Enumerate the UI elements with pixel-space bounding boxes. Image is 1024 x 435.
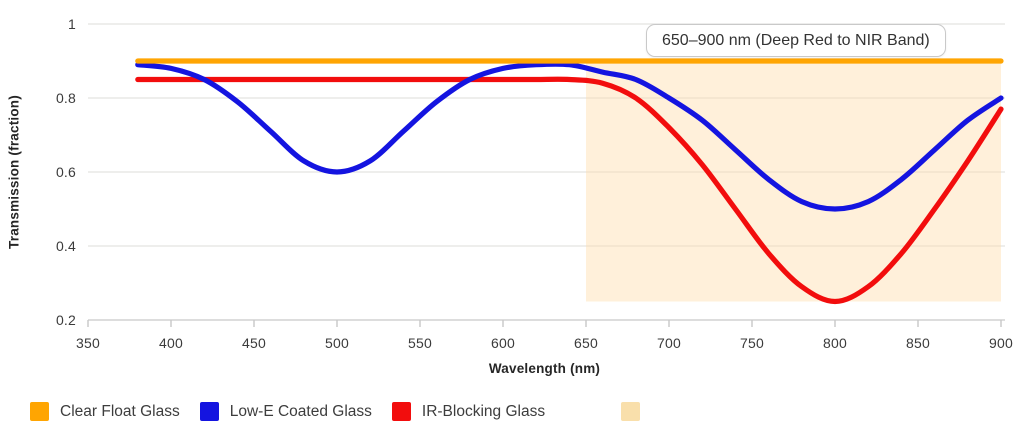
legend-label: IR-Blocking Glass <box>421 402 546 420</box>
x-tick-label: 800 <box>823 335 847 351</box>
x-tick-label: 650 <box>574 335 598 351</box>
x-tick-label: 700 <box>657 335 681 351</box>
band-region <box>586 61 1001 302</box>
x-axis-title: Wavelength (nm) <box>488 361 601 376</box>
legend-label: Clear Float Glass <box>60 402 180 420</box>
legend-item-low-e-coated-glass[interactable]: Low-E Coated Glass <box>199 402 372 421</box>
legend-item-band[interactable] <box>621 402 651 421</box>
x-tick-label: 550 <box>408 335 432 351</box>
series-line-low-e-coated-glass <box>135 61 1004 212</box>
x-tick-label: 850 <box>906 335 930 351</box>
legend: Clear Float Glass Low-E Coated Glass IR-Bl… <box>30 402 651 421</box>
x-tick-label: 750 <box>740 335 764 351</box>
legend-item-clear-float-glass[interactable]: Clear Float Glass <box>30 402 180 421</box>
y-tick-label: 0.2 <box>55 312 76 328</box>
legend-swatch <box>621 402 641 421</box>
x-tick-label: 600 <box>491 335 515 351</box>
legend-swatch <box>391 402 411 421</box>
legend-label: Low-E Coated Glass <box>229 402 372 420</box>
y-tick-label: 0.6 <box>55 164 76 180</box>
x-tick-label: 400 <box>159 335 183 351</box>
legend-item-ir-blocking-glass[interactable]: IR-Blocking Glass <box>391 402 546 421</box>
y-axis-title: Transmission (fraction) <box>6 95 22 249</box>
series-line-ir-blocking-glass <box>135 76 1004 305</box>
legend-swatch <box>199 402 219 421</box>
y-tick-label: 1 <box>68 16 76 32</box>
y-tick-label: 0.4 <box>55 238 76 254</box>
x-tick-label: 500 <box>325 335 349 351</box>
band-annotation: 650–900 nm (Deep Red to NIR Band) <box>646 24 946 57</box>
y-tick-label: 0.8 <box>55 90 76 106</box>
x-tick-label: 450 <box>242 335 266 351</box>
x-tick-label: 350 <box>76 335 100 351</box>
legend-swatch <box>30 402 49 421</box>
x-tick-label: 900 <box>989 335 1013 351</box>
